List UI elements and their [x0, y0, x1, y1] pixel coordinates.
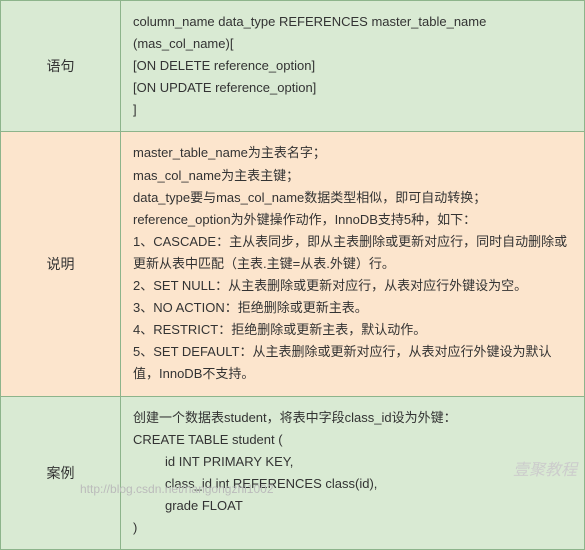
- example-line: id INT PRIMARY KEY,: [133, 451, 572, 473]
- example-line: 创建一个数据表student，将表中字段class_id设为外键：: [133, 410, 457, 425]
- syntax-line: [ON DELETE reference_option]: [133, 58, 315, 73]
- row-example: 案例 创建一个数据表student，将表中字段class_id设为外键： CRE…: [1, 396, 585, 550]
- desc-line: 5、SET DEFAULT：从主表删除或更新对应行，从表对应行外键设为默认值，I…: [133, 344, 551, 381]
- desc-line: mas_col_name为主表主键；: [133, 168, 299, 183]
- example-content: 创建一个数据表student，将表中字段class_id设为外键： CREATE…: [121, 396, 585, 550]
- syntax-line: ]: [133, 102, 137, 117]
- syntax-label: 语句: [1, 1, 121, 132]
- syntax-line: column_name data_type REFERENCES master_…: [133, 14, 486, 29]
- reference-table: 语句 column_name data_type REFERENCES mast…: [0, 0, 585, 550]
- desc-label: 说明: [1, 132, 121, 396]
- desc-line: data_type要与mas_col_name数据类型相似，即可自动转换；: [133, 190, 486, 205]
- desc-content: master_table_name为主表名字； mas_col_name为主表主…: [121, 132, 585, 396]
- syntax-line: (mas_col_name)[: [133, 36, 233, 51]
- desc-line: 1、CASCADE：主从表同步，即从主表删除或更新对应行，同时自动删除或更新从表…: [133, 234, 567, 271]
- row-desc: 说明 master_table_name为主表名字； mas_col_name为…: [1, 132, 585, 396]
- syntax-line: [ON UPDATE reference_option]: [133, 80, 316, 95]
- example-label: 案例: [1, 396, 121, 550]
- row-syntax: 语句 column_name data_type REFERENCES mast…: [1, 1, 585, 132]
- example-line: CREATE TABLE student (: [133, 432, 283, 447]
- desc-line: master_table_name为主表名字；: [133, 145, 326, 160]
- desc-line: 3、NO ACTION：拒绝删除或更新主表。: [133, 300, 368, 315]
- example-line: grade FLOAT: [133, 495, 572, 517]
- desc-line: 4、RESTRICT：拒绝删除或更新主表，默认动作。: [133, 322, 426, 337]
- example-line: ): [133, 520, 137, 535]
- desc-line: reference_option为外键操作动作，InnoDB支持5种，如下：: [133, 212, 476, 227]
- syntax-content: column_name data_type REFERENCES master_…: [121, 1, 585, 132]
- desc-line: 2、SET NULL：从主表删除或更新对应行，从表对应行外键设为空。: [133, 278, 527, 293]
- example-line: class_id int REFERENCES class(id),: [133, 473, 572, 495]
